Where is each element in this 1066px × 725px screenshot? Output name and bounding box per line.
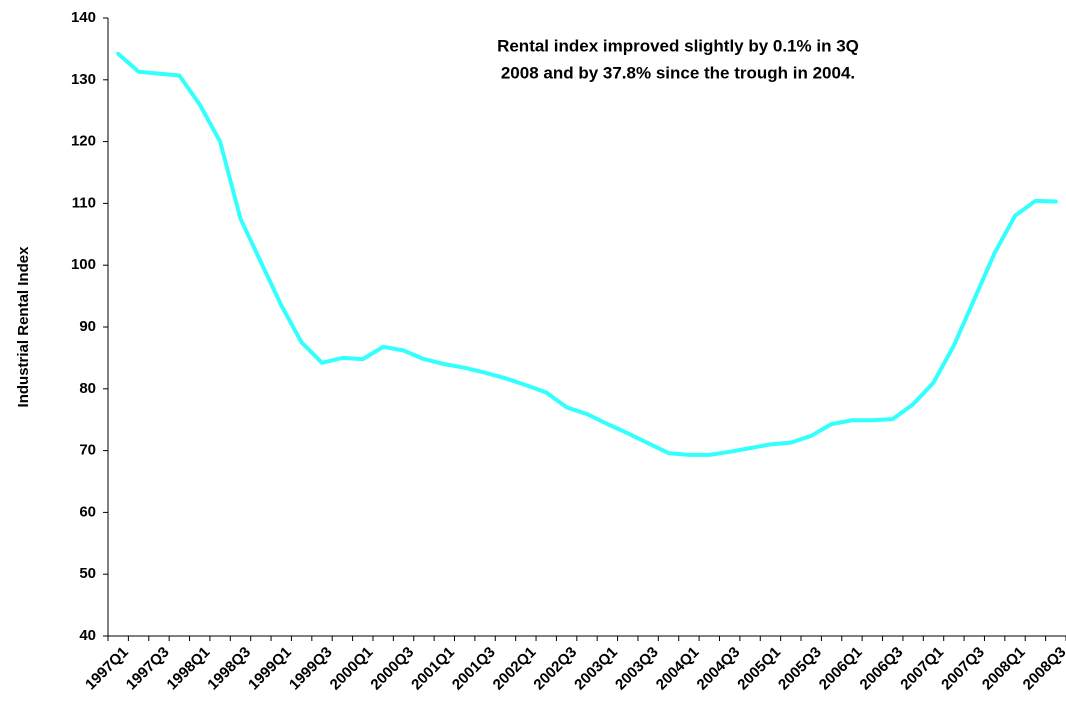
y-tick-label: 40 [79,627,96,644]
x-tick-label: 2002Q1 [490,644,540,694]
y-tick-label: 110 [72,194,96,211]
x-tick-label: 1998Q3 [204,644,254,694]
x-tick-label: 1999Q1 [245,644,295,694]
x-tick-label: 2007Q3 [938,644,988,694]
x-tick-label: 1997Q3 [123,644,173,694]
x-tick-label: 2005Q1 [734,644,784,694]
x-tick-label: 2001Q3 [449,644,499,694]
x-tick-label: 2003Q1 [571,644,621,694]
annotation: Rental index improved slightly by 0.1% i… [497,36,859,55]
x-tick-label: 2004Q1 [653,644,703,694]
x-tick-label: 2004Q3 [694,644,744,694]
y-tick-label: 70 [79,442,96,459]
x-tick-label: 2007Q1 [897,644,947,694]
x-tick-label: 2003Q3 [612,644,662,694]
annotation: 2008 and by 37.8% since the trough in 20… [501,63,855,82]
x-tick-label: 2000Q1 [327,644,377,694]
y-tick-label: 90 [79,318,96,335]
x-tick-label: 2006Q3 [857,644,907,694]
x-tick-label: 1997Q1 [82,644,132,694]
data-line [116,51,1058,457]
y-tick-label: 120 [71,133,96,150]
y-axis-label: Industrial Rental Index [15,246,32,408]
x-tick-label: 2001Q1 [408,644,458,694]
x-tick-label: 2008Q1 [979,644,1029,694]
x-tick-label: 2005Q3 [775,644,825,694]
y-tick-label: 60 [79,503,96,520]
y-tick-label: 100 [71,256,96,273]
x-tick-label: 2006Q1 [816,644,866,694]
x-tick-label: 2000Q3 [367,644,417,694]
y-tick-label: 80 [79,380,96,397]
x-tick-label: 2002Q3 [530,644,580,694]
y-tick-label: 50 [79,565,96,582]
y-tick-label: 140 [71,9,96,26]
x-tick-label: 2008Q3 [1020,644,1066,694]
x-tick-label: 1998Q1 [164,644,214,694]
x-tick-label: 1999Q3 [286,644,336,694]
y-tick-label: 130 [71,71,96,88]
